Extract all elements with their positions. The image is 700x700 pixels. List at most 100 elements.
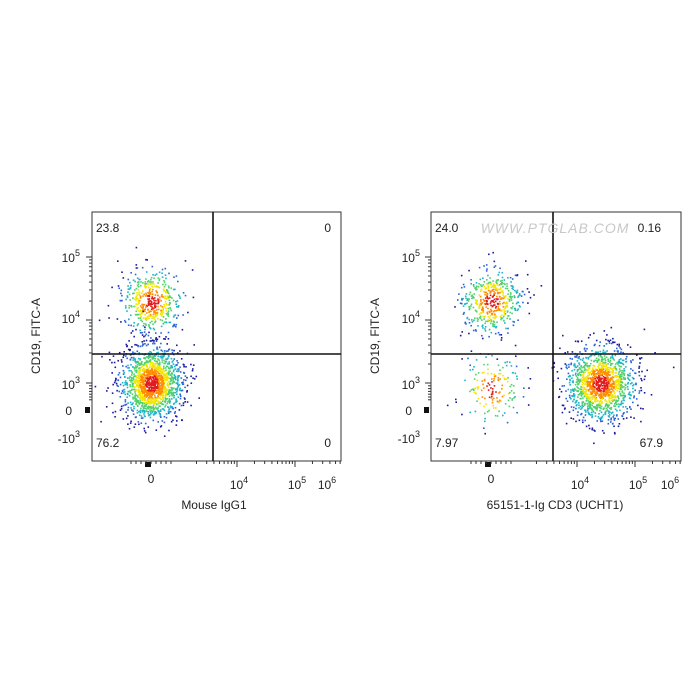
event-dot xyxy=(155,375,158,378)
event-dot xyxy=(627,381,629,384)
event-dot xyxy=(165,369,167,372)
event-dot xyxy=(485,287,488,289)
event-dot xyxy=(618,368,621,370)
event-dot xyxy=(151,410,153,412)
event-dot xyxy=(576,379,578,381)
event-dot xyxy=(168,408,171,410)
event-dot xyxy=(160,369,162,372)
event-dot xyxy=(138,294,141,297)
event-dot xyxy=(619,362,621,364)
event-dot xyxy=(480,285,483,288)
event-dot xyxy=(481,308,483,311)
event-dot xyxy=(598,364,600,367)
event-dot xyxy=(134,369,136,372)
event-dot xyxy=(147,314,150,317)
event-dot xyxy=(162,381,164,383)
event-dot xyxy=(616,347,618,350)
event-dot xyxy=(126,396,128,398)
event-dot xyxy=(610,396,613,399)
event-dot xyxy=(135,389,138,391)
event-dot xyxy=(474,329,477,331)
event-dot xyxy=(155,340,158,342)
event-dot xyxy=(163,304,165,306)
event-dot xyxy=(158,372,160,375)
event-dot xyxy=(568,394,571,397)
event-dot xyxy=(162,386,165,388)
event-dot xyxy=(513,397,515,399)
event-dot xyxy=(135,402,137,405)
event-dot xyxy=(151,303,154,305)
event-dot xyxy=(154,321,156,324)
event-dot xyxy=(618,365,620,367)
event-dot xyxy=(168,389,171,391)
event-dot xyxy=(610,418,612,421)
event-dot xyxy=(144,398,146,401)
event-dot xyxy=(145,371,148,373)
event-dot xyxy=(168,402,171,404)
event-dot xyxy=(151,317,153,320)
event-dot xyxy=(135,365,137,367)
event-dot xyxy=(618,343,620,346)
event-dot xyxy=(608,410,610,412)
event-dot xyxy=(599,389,601,391)
event-dot xyxy=(137,298,139,300)
event-dot xyxy=(607,378,609,381)
event-dot xyxy=(151,390,154,393)
event-dot xyxy=(476,386,479,389)
event-dot xyxy=(480,303,483,306)
event-dot xyxy=(583,372,585,375)
event-dot xyxy=(147,426,150,428)
event-dot xyxy=(581,401,584,403)
event-dot xyxy=(144,285,146,288)
event-dot xyxy=(152,281,154,283)
event-dot xyxy=(629,406,631,409)
event-dot xyxy=(128,318,130,321)
event-dot xyxy=(143,322,145,325)
event-dot xyxy=(600,369,602,371)
event-dot xyxy=(586,382,589,384)
event-dot xyxy=(618,390,621,393)
event-dot xyxy=(160,309,162,312)
event-dot xyxy=(587,358,590,360)
event-dot xyxy=(151,376,154,378)
event-dot xyxy=(125,403,128,406)
event-dot xyxy=(120,405,123,408)
event-dot xyxy=(137,289,140,291)
event-dot xyxy=(486,279,488,281)
event-dot xyxy=(182,314,184,316)
event-dot xyxy=(131,393,134,395)
event-dot xyxy=(511,278,514,280)
event-dot xyxy=(582,376,585,378)
event-dot xyxy=(619,409,621,412)
event-dot xyxy=(481,319,483,321)
event-dot xyxy=(150,396,153,398)
event-dot xyxy=(117,260,119,262)
event-dot xyxy=(587,368,589,371)
event-dot xyxy=(156,309,158,311)
event-dot xyxy=(148,394,150,396)
event-dot xyxy=(488,281,490,284)
event-dot xyxy=(506,302,509,304)
event-dot xyxy=(621,390,624,392)
event-dot xyxy=(156,403,158,406)
event-dot xyxy=(498,292,500,294)
event-dot xyxy=(591,380,594,382)
event-dot xyxy=(483,281,486,283)
event-dot xyxy=(171,375,173,378)
event-dot xyxy=(583,348,586,350)
event-dot xyxy=(169,383,172,385)
event-dot xyxy=(146,316,149,318)
event-dot xyxy=(514,274,517,277)
event-dot xyxy=(136,284,139,287)
event-dot xyxy=(164,393,167,396)
event-dot xyxy=(568,363,570,366)
event-dot xyxy=(163,370,166,373)
event-dot xyxy=(622,413,624,415)
event-dot xyxy=(147,280,150,282)
event-dot xyxy=(569,357,572,360)
event-dot xyxy=(139,345,142,348)
event-dot xyxy=(572,389,575,391)
y-minor-ticks xyxy=(425,256,431,401)
event-dot xyxy=(597,394,600,397)
event-dot xyxy=(152,413,155,416)
